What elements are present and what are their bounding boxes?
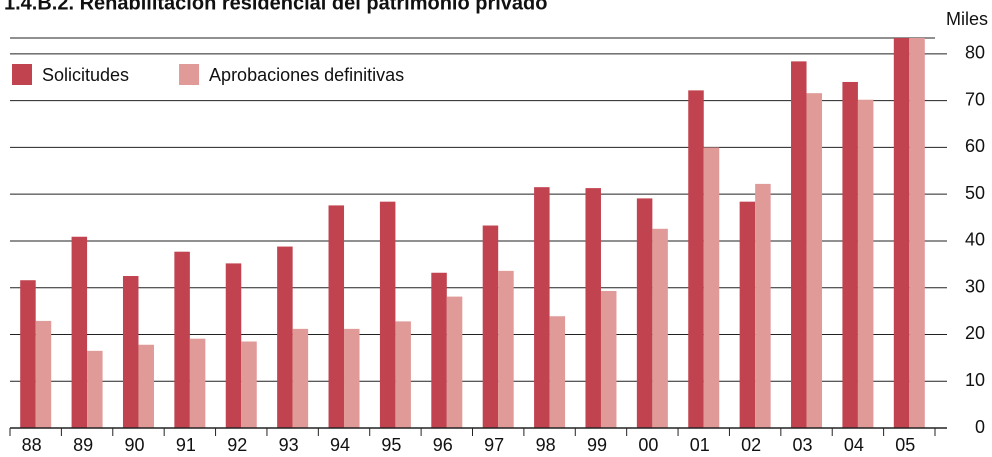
bar bbox=[600, 290, 617, 428]
bar bbox=[534, 187, 550, 428]
bar bbox=[909, 38, 925, 428]
x-tick-label: 01 bbox=[690, 435, 710, 455]
x-tick-label: 91 bbox=[176, 435, 196, 455]
chart-title: 1.4.B.2. Rehabilitación residencial del … bbox=[4, 0, 547, 14]
bar bbox=[277, 246, 293, 428]
y-tick-label: 10 bbox=[965, 370, 985, 390]
bar bbox=[35, 320, 52, 428]
y-tick-label: 0 bbox=[975, 417, 985, 437]
bar bbox=[549, 316, 566, 428]
x-tick-label: 05 bbox=[895, 435, 915, 455]
bar bbox=[806, 93, 823, 428]
y-tick-label: 50 bbox=[965, 183, 985, 203]
y-tick-label: 30 bbox=[965, 276, 985, 296]
x-tick-label: 89 bbox=[73, 435, 93, 455]
bar bbox=[446, 296, 463, 428]
bar bbox=[189, 338, 206, 428]
legend-label: Aprobaciones definitivas bbox=[209, 65, 404, 85]
bar bbox=[703, 147, 720, 429]
bar bbox=[857, 99, 874, 428]
bar bbox=[241, 341, 257, 428]
bar bbox=[71, 236, 88, 428]
x-tick-label: 94 bbox=[330, 435, 350, 455]
bar bbox=[585, 188, 601, 428]
legend-swatch bbox=[179, 64, 200, 85]
bar bbox=[893, 38, 910, 428]
y-tick-label: 70 bbox=[965, 89, 985, 109]
bar bbox=[225, 263, 242, 428]
bar bbox=[431, 272, 447, 428]
legend-label: Solicitudes bbox=[42, 65, 129, 85]
bar bbox=[791, 61, 807, 429]
y-tick-label: 40 bbox=[965, 230, 985, 250]
bar bbox=[755, 183, 771, 428]
y-tick-label: 60 bbox=[965, 136, 985, 156]
bar bbox=[739, 201, 756, 428]
x-tick-label: 03 bbox=[793, 435, 813, 455]
bar bbox=[20, 280, 36, 428]
bar bbox=[636, 198, 653, 428]
x-tick-label: 00 bbox=[638, 435, 658, 455]
bar bbox=[344, 328, 360, 428]
bar bbox=[842, 81, 858, 428]
bar bbox=[328, 205, 345, 428]
x-tick-label: 95 bbox=[381, 435, 401, 455]
x-tick-label: 93 bbox=[279, 435, 299, 455]
x-tick-label: 99 bbox=[587, 435, 607, 455]
bar bbox=[138, 344, 154, 428]
bar bbox=[395, 321, 411, 428]
bar bbox=[379, 201, 396, 428]
bar bbox=[482, 225, 499, 428]
bar bbox=[174, 251, 190, 428]
x-tick-label: 97 bbox=[484, 435, 504, 455]
bar bbox=[87, 350, 103, 428]
x-tick-label: 98 bbox=[536, 435, 556, 455]
bar bbox=[292, 328, 309, 428]
x-tick-label: 92 bbox=[227, 435, 247, 455]
y-axis-label: Miles bbox=[946, 9, 988, 29]
x-tick-label: 90 bbox=[124, 435, 144, 455]
bar bbox=[652, 228, 668, 428]
x-tick-label: 88 bbox=[22, 435, 42, 455]
legend-swatch bbox=[12, 64, 32, 85]
x-tick-label: 02 bbox=[741, 435, 761, 455]
bar bbox=[498, 270, 514, 428]
y-tick-label: 80 bbox=[965, 43, 985, 63]
y-tick-label: 20 bbox=[965, 323, 985, 343]
x-tick-label: 96 bbox=[433, 435, 453, 455]
bar bbox=[688, 90, 704, 429]
bar bbox=[122, 276, 139, 428]
x-tick-label: 04 bbox=[844, 435, 864, 455]
